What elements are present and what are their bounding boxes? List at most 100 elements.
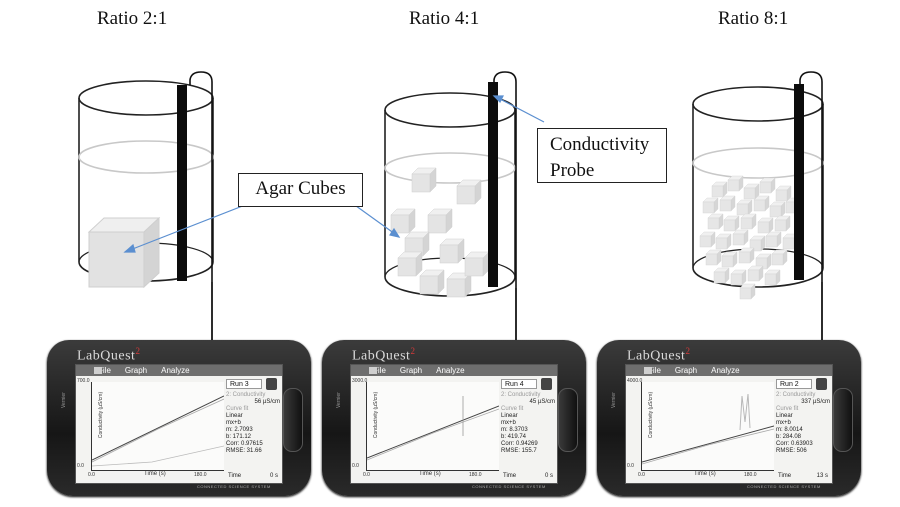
menu-bar: File Graph Analyze [76, 365, 282, 376]
curve-fit-label: Curve fit [501, 406, 524, 412]
menu-bar: File Graph Analyze [626, 365, 832, 376]
time-label: Time [778, 473, 792, 479]
time-label: Time [503, 473, 517, 479]
labquest-device-3: LabQuest2 Vernier File Graph Analyze 4000.… [597, 340, 861, 496]
device-footer: CONNECTED SCIENCE SYSTEM [747, 484, 821, 489]
menu-file[interactable]: File [373, 366, 386, 375]
ratio-title-2-1: Ratio 2:1 [97, 8, 168, 29]
x-axis-max: 180.0 [744, 472, 757, 478]
fit-intercept: b: 284.08 [776, 434, 802, 440]
fit-equation: mx+b [776, 420, 791, 426]
y-axis-min: 0.0 [352, 463, 359, 469]
agar-cube-large [87, 216, 161, 289]
device-screen: File Graph Analyze 4000.0 0.0 Conductivity… [625, 364, 833, 484]
x-axis-label: Time (s) [694, 471, 716, 477]
y-axis-min: 0.0 [77, 463, 84, 469]
menu-analyze[interactable]: Analyze [711, 366, 740, 375]
menu-graph[interactable]: Graph [674, 366, 698, 375]
agar-cubes-medium [390, 167, 490, 298]
menu-file[interactable]: File [98, 366, 111, 375]
fit-correlation: Corr: 0.97615 [226, 441, 263, 447]
run-selector[interactable]: Run 2 [776, 379, 812, 389]
x-axis-min: 0.0 [638, 472, 645, 478]
labquest-logo: LabQuest2 [627, 346, 691, 364]
conductivity-probe-2 [488, 71, 517, 340]
menu-file[interactable]: File [648, 366, 661, 375]
menu-analyze[interactable]: Analyze [161, 366, 190, 375]
graph-plot [92, 395, 224, 467]
reading-value: 45 µS/cm [529, 399, 555, 405]
fit-equation: mx+b [501, 420, 516, 426]
vernier-brand: Vernier [61, 392, 67, 408]
probe-channel: 2: Conductivity [226, 392, 266, 398]
graph-area[interactable]: Conductivity (µS/cm) [91, 382, 224, 471]
curve-fit-label: Curve fit [226, 406, 249, 412]
run-selector[interactable]: Run 4 [501, 379, 537, 389]
fit-type: Linear [776, 413, 793, 419]
fit-line [642, 425, 774, 463]
fit-line [92, 395, 224, 461]
conductivity-probe-1 [177, 71, 213, 340]
save-icon[interactable] [266, 378, 277, 390]
x-axis-max: 180.0 [469, 472, 482, 478]
x-axis-min: 0.0 [363, 472, 370, 478]
labquest-device-1: LabQuest2 Vernier File Graph Analyze 700.0… [47, 340, 311, 496]
save-icon[interactable] [816, 378, 827, 390]
agar-cubes-callout: Agar Cubes [238, 173, 363, 207]
menu-graph[interactable]: Graph [124, 366, 148, 375]
menu-icon[interactable] [644, 367, 652, 374]
device-screen: File Graph Analyze 3000.0 0.0 Conductivity… [350, 364, 558, 484]
agar-cubes-label: Agar Cubes [255, 178, 346, 199]
x-axis-label: Time (s) [144, 471, 166, 477]
fit-rmse: RMSE: 31.66 [226, 448, 262, 454]
navigation-pad[interactable] [833, 388, 853, 452]
device-footer: CONNECTED SCIENCE SYSTEM [197, 484, 271, 489]
details-panel: 2: Conductivity 337 µS/cm Curve fit Line… [776, 392, 830, 455]
graph-area[interactable]: Conductivity (µS/cm) [641, 382, 774, 471]
elapsed-time: 13 s [816, 473, 828, 479]
labquest-logo: LabQuest2 [77, 346, 141, 364]
fit-intercept: b: 171.12 [226, 434, 252, 440]
ratio-title-4-1: Ratio 4:1 [409, 8, 480, 29]
fit-rmse: RMSE: 506 [776, 448, 807, 454]
menu-icon[interactable] [94, 367, 102, 374]
curve-fit-label: Curve fit [776, 406, 799, 412]
graph-area[interactable]: Conductivity (µS/cm) [366, 382, 499, 471]
x-axis-min: 0.0 [88, 472, 95, 478]
menu-analyze[interactable]: Analyze [436, 366, 465, 375]
save-icon[interactable] [541, 378, 552, 390]
fit-correlation: Corr: 0.94269 [501, 441, 538, 447]
time-label: Time [228, 473, 242, 479]
probe-label-line1: Conductivity [550, 134, 650, 155]
probe-label-line2: Probe [550, 160, 595, 181]
data-curve [92, 398, 224, 463]
fit-correlation: Corr: 0.63903 [776, 441, 813, 447]
menu-icon[interactable] [369, 367, 377, 374]
x-axis-max: 180.0 [194, 472, 207, 478]
data-curve [642, 428, 774, 465]
vernier-brand: Vernier [611, 392, 617, 408]
fit-line [367, 405, 499, 459]
labquest-logo: LabQuest2 [352, 346, 416, 364]
fit-equation: mx+b [226, 420, 241, 426]
fit-rmse: RMSE: 155.7 [501, 448, 537, 454]
fit-slope: m: 2.7093 [226, 427, 253, 433]
ratio-title-8-1: Ratio 8:1 [718, 8, 789, 29]
fit-slope: m: 8.3703 [501, 427, 528, 433]
menu-graph[interactable]: Graph [399, 366, 423, 375]
graph-plot [367, 396, 499, 461]
data-curve [367, 408, 499, 461]
elapsed-time: 0 s [269, 473, 278, 479]
fit-type: Linear [501, 413, 518, 419]
x-axis-label: Time (s) [419, 471, 441, 477]
run-selector[interactable]: Run 3 [226, 379, 262, 389]
y-axis-max: 3000.0 [352, 378, 368, 384]
navigation-pad[interactable] [283, 388, 303, 452]
navigation-pad[interactable] [558, 388, 578, 452]
labquest-device-2: LabQuest2 Vernier File Graph Analyze 3000.… [322, 340, 586, 496]
probe-channel: 2: Conductivity [776, 392, 816, 398]
reading-value: 337 µS/cm [801, 399, 830, 405]
agar-cubes-small [699, 175, 802, 300]
device-footer: CONNECTED SCIENCE SYSTEM [472, 484, 546, 489]
